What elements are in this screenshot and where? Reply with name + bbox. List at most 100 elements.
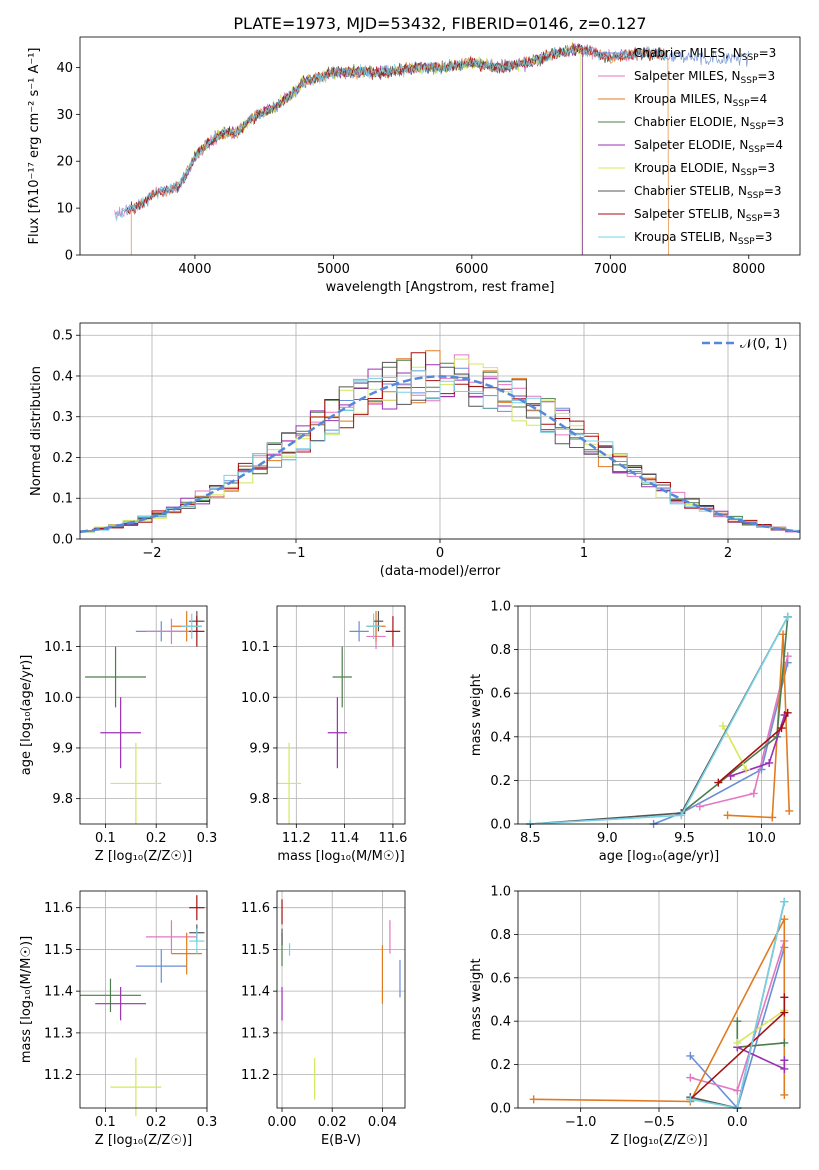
y-tick-label: 11.5 xyxy=(241,943,270,958)
y-tick-label: 0.0 xyxy=(52,533,73,548)
y-axis-label: Normed distribution xyxy=(29,366,44,496)
x-tick-label: 8.5 xyxy=(520,831,541,846)
y-axis-label: mass weight xyxy=(469,674,484,756)
x-tick-label: 6000 xyxy=(455,262,488,277)
x-tick-label: 0 xyxy=(436,546,444,561)
y-tick-label: 0.3 xyxy=(52,410,73,425)
y-tick-label: 11.4 xyxy=(241,985,270,1000)
x-tick-label: 9.0 xyxy=(597,831,618,846)
y-tick-label: 11.6 xyxy=(241,901,270,916)
x-tick-label: 11.6 xyxy=(378,831,407,846)
y-tick-label: 1.0 xyxy=(490,600,511,615)
weight-marker xyxy=(765,758,774,767)
weight-marker xyxy=(780,993,789,1002)
legend-label: Chabrier STELIB, NSSP=3 xyxy=(634,184,782,201)
weight-marker xyxy=(780,1064,789,1073)
weight-marker xyxy=(695,802,704,811)
axes-frame xyxy=(79,605,208,825)
weight-marker xyxy=(686,1051,695,1060)
x-tick-label: 11.2 xyxy=(282,831,311,846)
weight-marker xyxy=(733,1086,742,1095)
plot-area xyxy=(85,611,205,824)
x-tick-label: 2 xyxy=(724,546,732,561)
weight-marker xyxy=(714,778,723,787)
y-tick-label: 11.3 xyxy=(44,1026,73,1041)
y-axis-label: mass [log₁₀(M/M☉)] xyxy=(19,936,34,1063)
x-tick-label: 9.5 xyxy=(674,831,695,846)
y-tick-label: 40 xyxy=(56,61,73,76)
y-tick-label: 11.3 xyxy=(241,1026,270,1041)
plot-area xyxy=(80,895,205,1117)
weight-marker xyxy=(718,721,727,730)
weight-marker xyxy=(780,915,789,924)
legend-label: Salpeter STELIB, NSSP=3 xyxy=(634,207,780,224)
x-tick-label: 10.0 xyxy=(747,831,776,846)
x-axis-label: wavelength [Angstrom, rest frame] xyxy=(326,280,555,295)
gaussian-curve xyxy=(79,375,801,534)
chart-weight_z: −1.0 −0.5 0.0 0.0 0.2 0.4 0.6 0.8 1.0 Z [log₁₀(Z/… xyxy=(469,885,801,1148)
axes-frame xyxy=(79,36,801,256)
weight-marker xyxy=(780,1008,789,1017)
y-tick-label: 0.4 xyxy=(52,369,73,384)
legend-label: Kroupa STELIB, NSSP=3 xyxy=(634,230,772,247)
x-tick-label: −1 xyxy=(286,546,305,561)
legend-label: Salpeter MILES, NSSP=3 xyxy=(634,69,775,86)
legend: Chabrier MILES, NSSP=3 Salpeter MILES, NS… xyxy=(598,46,784,247)
y-tick-label: 0.0 xyxy=(490,1102,511,1117)
weight-marker xyxy=(783,708,792,717)
plot-area xyxy=(114,42,749,256)
axes-frame xyxy=(79,322,801,540)
legend-label: 𝒩(0, 1) xyxy=(740,337,787,352)
weight-marker xyxy=(785,806,794,815)
x-axis-label: (data-model)/error xyxy=(380,564,501,579)
chart-residuals: −2 −1 0 1 2 0.0 0.1 0.2 0.3 0.4 0.5 (data-model)/er… xyxy=(29,322,801,579)
y-axis-label: age [log₁₀(age/yr)] xyxy=(19,655,34,776)
plot-area xyxy=(281,899,401,1100)
y-tick-label: 30 xyxy=(56,108,73,123)
x-tick-label: 0.3 xyxy=(197,1115,218,1130)
weight-marker xyxy=(749,789,758,798)
weight-marker xyxy=(733,1017,742,1026)
chart-spectrum: 4000 5000 6000 7000 8000 0 10 20 30 40 wavelength … xyxy=(27,36,801,295)
y-tick-label: 0.5 xyxy=(52,329,73,344)
x-axis-label: Z [log₁₀(Z/Z☉)] xyxy=(95,1133,192,1148)
x-tick-label: 4000 xyxy=(178,262,211,277)
weight-marker xyxy=(726,772,735,781)
x-tick-label: 0.2 xyxy=(146,831,167,846)
y-tick-label: 10.1 xyxy=(241,640,270,655)
weight-marker xyxy=(780,1090,789,1099)
y-axis-label: mass weight xyxy=(469,958,484,1040)
weight-marker xyxy=(777,724,786,733)
x-tick-label: 0.02 xyxy=(318,1115,347,1130)
weight-line xyxy=(653,662,789,825)
weight-marker xyxy=(742,765,751,774)
spectrum-line xyxy=(184,44,582,256)
y-tick-label: 1.0 xyxy=(490,885,511,900)
weight-marker xyxy=(780,1056,789,1065)
weight-line xyxy=(530,616,789,825)
legend-label: Kroupa ELODIE, NSSP=3 xyxy=(634,161,775,178)
x-tick-label: 11.4 xyxy=(330,831,359,846)
x-tick-label: −2 xyxy=(142,546,161,561)
y-tick-label: 0.2 xyxy=(52,451,73,466)
axes-frame xyxy=(517,605,801,825)
weight-line xyxy=(736,1009,785,1044)
x-axis-label: mass [log₁₀(M/M☉)] xyxy=(277,849,404,864)
legend-label: Kroupa MILES, NSSP=4 xyxy=(634,92,767,109)
plots-group: 4000 5000 6000 7000 8000010203040wavelength … xyxy=(19,36,801,1148)
weight-marker xyxy=(783,612,792,621)
y-tick-label: 0.4 xyxy=(490,730,511,745)
axes-frame xyxy=(517,890,801,1109)
spectrum-line xyxy=(114,45,666,222)
legend-label: Salpeter ELODIE, NSSP=4 xyxy=(634,138,783,155)
axes-frame xyxy=(276,605,406,825)
axes-frame xyxy=(79,890,208,1109)
x-tick-label: 8000 xyxy=(732,262,765,277)
chart-ebv_mass: 0.00 0.02 0.04 11.2 11.3 11.4 11.5 11.6 E(B-V) xyxy=(241,890,406,1148)
plot-area xyxy=(277,611,401,824)
x-tick-label: 0.2 xyxy=(146,1115,167,1130)
x-tick-label: −1.0 xyxy=(565,1115,597,1130)
y-axis-label: Flux [fλ10⁻¹⁷ erg cm⁻² s⁻¹ A⁻¹] xyxy=(27,48,42,245)
y-tick-label: 0.8 xyxy=(490,928,511,943)
